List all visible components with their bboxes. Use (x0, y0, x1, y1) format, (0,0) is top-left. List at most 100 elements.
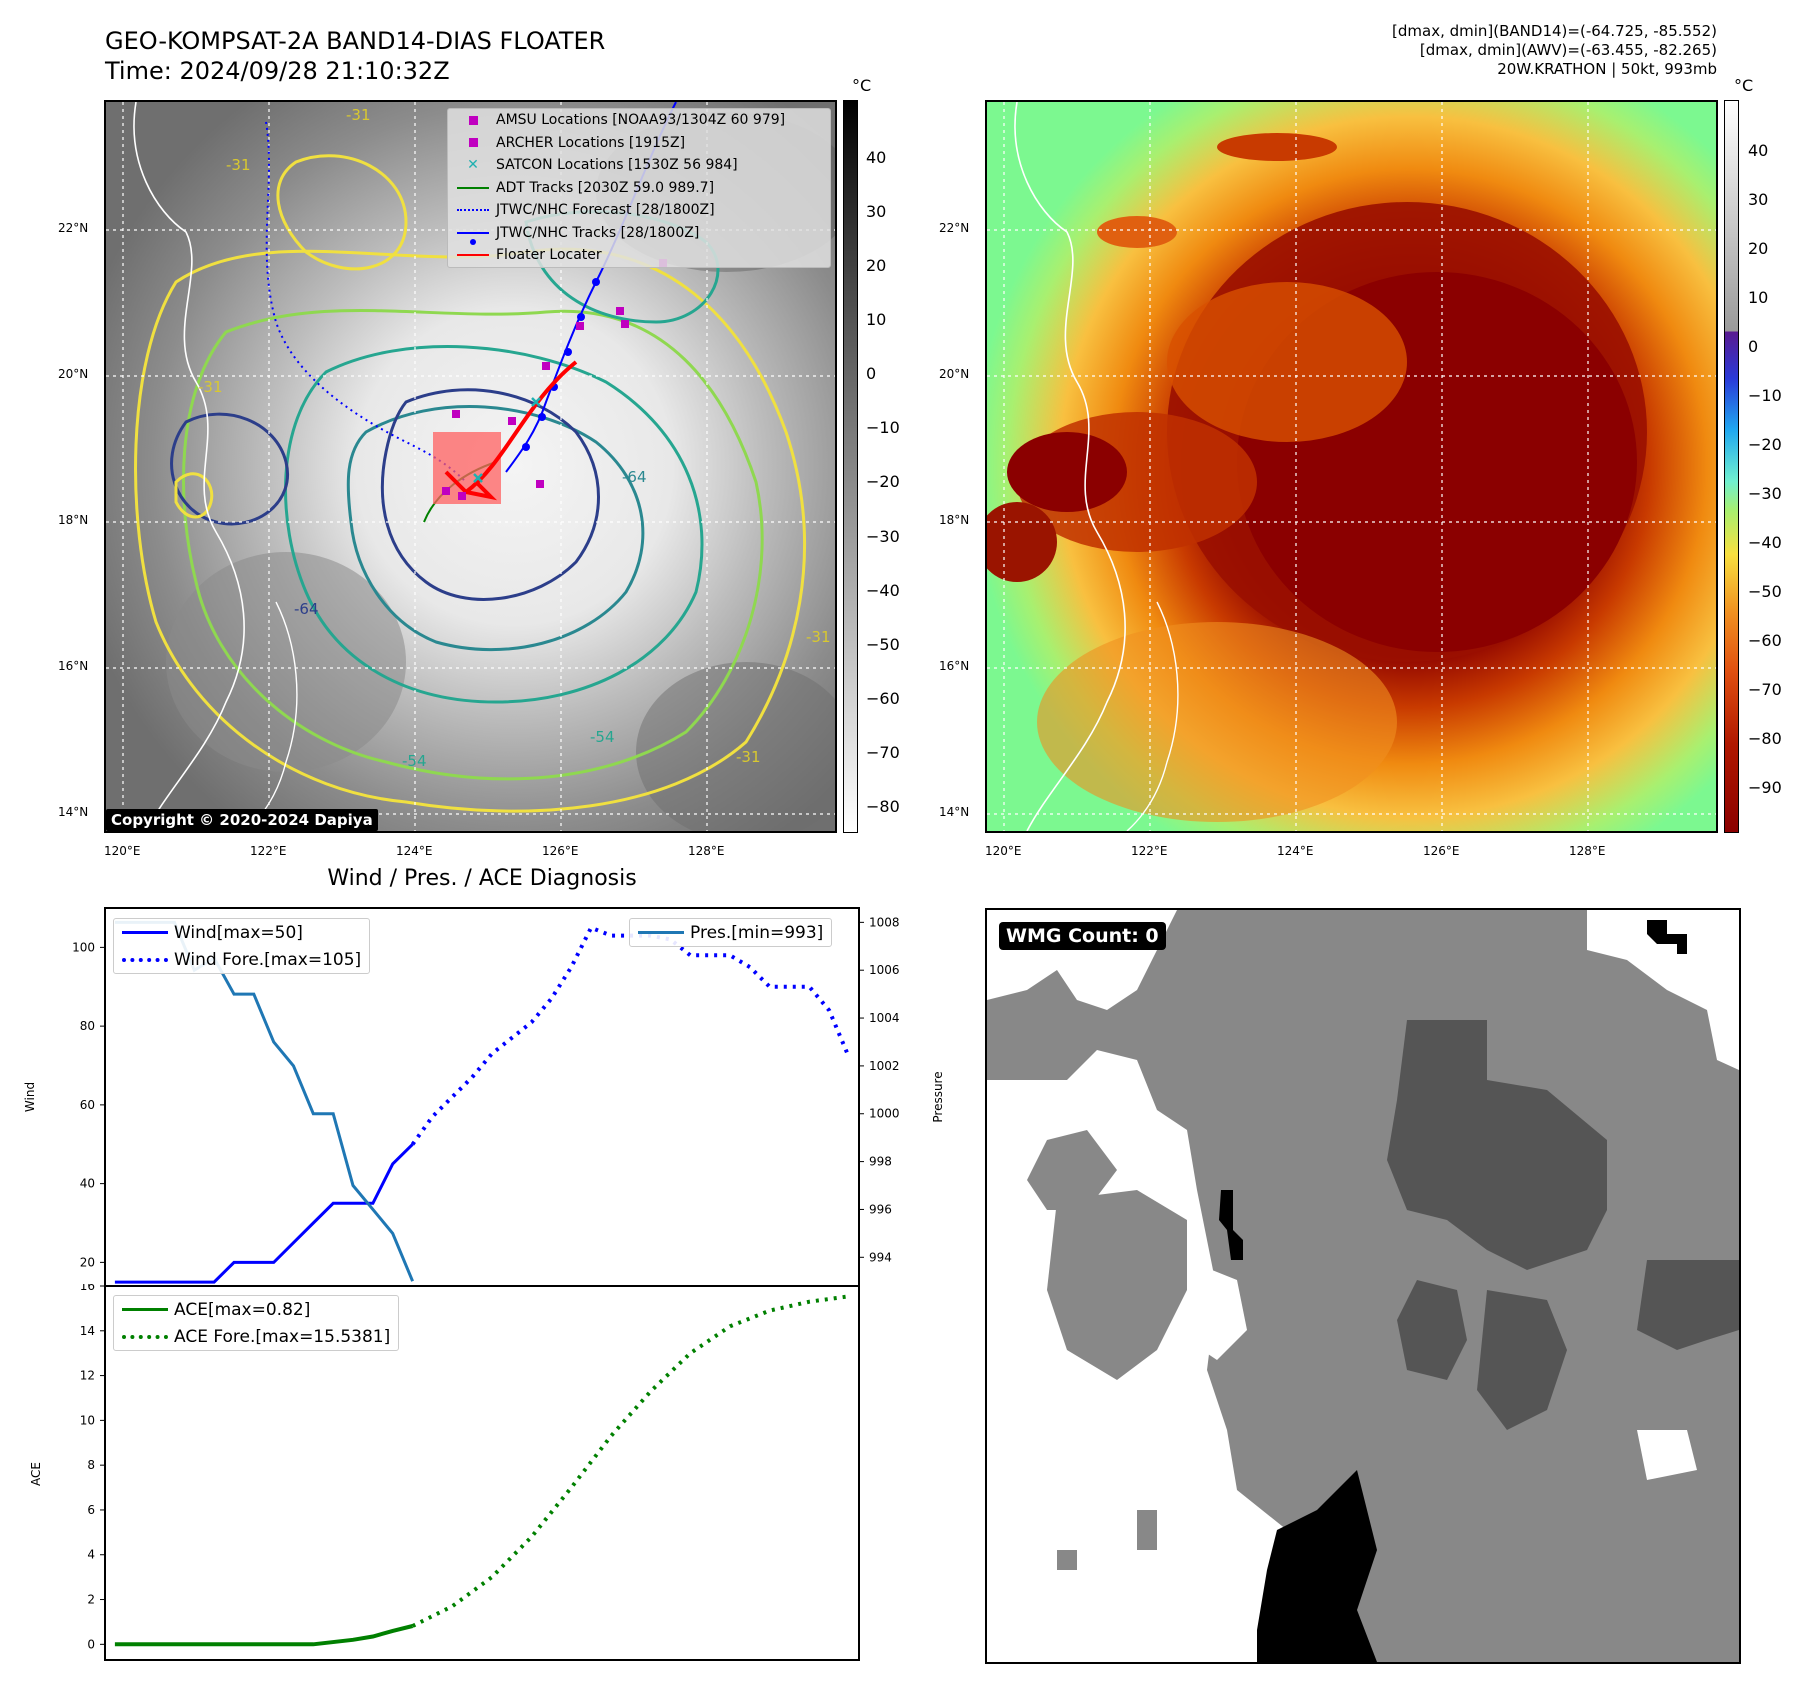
legend-amsu: AMSU Locations [NOAA93/1304Z 60 979] (448, 109, 830, 132)
map-legend: AMSU Locations [NOAA93/1304Z 60 979] ARC… (447, 108, 831, 268)
wind-ytick-label: 60 (80, 1098, 95, 1112)
pressure-axis-label: Pressure (931, 1071, 945, 1122)
info-line-3: 20W.KRATHON | 50kt, 993mb (1497, 60, 1717, 78)
lat-label: 18°N (58, 513, 89, 527)
contour-label: -64 (622, 468, 647, 486)
lon-label: 120°E (104, 844, 141, 858)
cb-tick: −80 (1748, 729, 1782, 748)
chart-title: Wind / Pres. / ACE Diagnosis (327, 866, 637, 891)
info-line-1: [dmax, dmin](BAND14)=(-64.725, -85.552) (1392, 22, 1717, 40)
legend-ace: ACE[max=0.82] (114, 1296, 398, 1323)
ace-ytick-label: 14 (80, 1324, 95, 1338)
legend-ace-forecast: ACE Fore.[max=15.5381] (114, 1323, 398, 1350)
cb-tick: −50 (866, 635, 900, 654)
lat-label: 22°N (939, 221, 970, 235)
ace-series-line-1 (411, 1294, 850, 1628)
legend-archer: ARCHER Locations [1915Z] (448, 132, 830, 155)
cb-tick: −20 (866, 472, 900, 491)
legend-pressure: Pres.[min=993] (630, 919, 831, 946)
wind-ytick-label: 40 (80, 1177, 95, 1191)
ace-ytick-label: 4 (87, 1548, 95, 1562)
legend-jtwc-tracks: JTWC/NHC Tracks [28/1800Z] (448, 222, 830, 245)
cb-tick: 30 (1748, 190, 1769, 209)
lon-label: 124°E (396, 844, 433, 858)
cb-tick: −90 (1748, 778, 1782, 797)
pressure-ytick-label: 996 (869, 1202, 892, 1216)
lon-label: 126°E (1423, 844, 1460, 858)
cb-tick: 10 (1748, 288, 1769, 307)
legend-adt: ADT Tracks [2030Z 59.0 989.7] (448, 177, 830, 200)
cb-tick: −60 (866, 689, 900, 708)
wind-ytick-label: 80 (80, 1019, 95, 1033)
lat-label: 16°N (939, 659, 970, 673)
pressure-ytick-label: 994 (869, 1250, 892, 1264)
title-line-1: GEO-KOMPSAT-2A BAND14-DIAS FLOATER (105, 27, 606, 55)
info-line-2: [dmax, dmin](AWV)=(-63.455, -82.265) (1419, 41, 1717, 59)
contour-label: -64 (294, 600, 319, 618)
cb-tick: 40 (866, 148, 887, 167)
lon-label: 122°E (1131, 844, 1168, 858)
legend-floater: Floater Locater (448, 244, 830, 267)
pressure-ytick-label: 1006 (869, 963, 900, 977)
wind-axis-label: Wind (23, 1082, 37, 1112)
cb-tick: −10 (1748, 386, 1782, 405)
cb-tick: 0 (866, 364, 877, 383)
wind-ytick-label: 100 (72, 940, 95, 954)
figure-title: GEO-KOMPSAT-2A BAND14-DIAS FLOATER Time:… (105, 26, 605, 86)
wind-legend: Wind[max=50] Wind Fore.[max=105] (113, 918, 371, 974)
cb-tick: −10 (866, 418, 900, 437)
title-line-2: Time: 2024/09/28 21:10:32Z (105, 57, 450, 85)
cb-tick: 40 (1748, 141, 1769, 160)
contour-label: -31 (736, 748, 761, 766)
cb-tick: 10 (866, 310, 887, 329)
ace-ytick-label: 0 (87, 1637, 95, 1651)
ace-series-line-0 (114, 1624, 414, 1647)
cb-tick: 30 (866, 202, 887, 221)
ace-ytick-label: 8 (87, 1458, 95, 1472)
copyright-badge: Copyright © 2020-2024 Dapiya (106, 809, 378, 831)
ace-legend: ACE[max=0.82] ACE Fore.[max=15.5381] (113, 1295, 400, 1351)
wind-pressure-chart: 100 80 60 40 20 1008 1006 1004 1002 1000 998 996 994… (23, 907, 945, 1287)
cb-tick: −30 (1748, 484, 1782, 503)
cb-tick: −40 (1748, 533, 1782, 552)
cb-tick: −70 (866, 743, 900, 762)
pressure-ytick-label: 998 (869, 1155, 892, 1169)
lon-label: 128°E (1569, 844, 1606, 858)
pressure-ytick-label: 1002 (869, 1059, 900, 1073)
cb-tick: −70 (1748, 680, 1782, 699)
ace-ytick-label: 10 (80, 1413, 95, 1427)
colorbar-color (1724, 100, 1739, 833)
contour-label: -54 (402, 752, 427, 770)
pressure-ytick-label: 1000 (869, 1107, 900, 1121)
lon-label: 126°E (542, 844, 579, 858)
legend-jtwc-forecast: JTWC/NHC Forecast [28/1800Z] (448, 199, 830, 222)
colorbar-gray (843, 100, 858, 833)
legend-wind-forecast: Wind Fore.[max=105] (114, 946, 369, 973)
lat-label: 20°N (939, 367, 970, 381)
cb-tick: 20 (866, 256, 887, 275)
wmg-panel: WMG Count: 0 (985, 908, 1741, 1664)
lon-label: 128°E (688, 844, 725, 858)
lat-label: 14°N (58, 805, 89, 819)
pressure-ytick-label: 1008 (869, 915, 900, 929)
contour-label: -31 (346, 106, 371, 124)
lat-label: 22°N (58, 221, 89, 235)
lon-label: 120°E (985, 844, 1022, 858)
storm-info: [dmax, dmin](BAND14)=(-64.725, -85.552) … (1392, 22, 1717, 79)
colorbar-unit: °C (852, 76, 872, 95)
cb-tick: −20 (1748, 435, 1782, 454)
contour-label: -31 (806, 628, 831, 646)
lat-label: 16°N (58, 659, 89, 673)
ir-map-panel: -31 -31 -31 -64 -64 -54 -54 -31 -31 AMSU… (104, 100, 837, 833)
cb-tick: 0 (1748, 337, 1759, 356)
ace-ytick-label: 16 (80, 1284, 95, 1293)
contour-label: -31 (226, 156, 251, 174)
lat-label: 14°N (939, 805, 970, 819)
ace-axis-label: ACE (29, 1462, 43, 1486)
contour-label: -54 (590, 728, 615, 746)
wind-ytick-label: 20 (80, 1255, 95, 1269)
contour-label: -31 (198, 378, 223, 396)
lon-label: 124°E (1277, 844, 1314, 858)
lon-label: 122°E (250, 844, 287, 858)
legend-wind: Wind[max=50] (114, 919, 369, 946)
